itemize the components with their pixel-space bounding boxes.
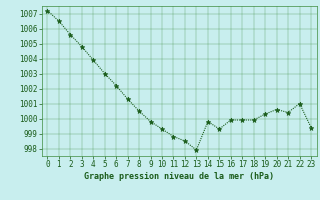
X-axis label: Graphe pression niveau de la mer (hPa): Graphe pression niveau de la mer (hPa) (84, 172, 274, 181)
